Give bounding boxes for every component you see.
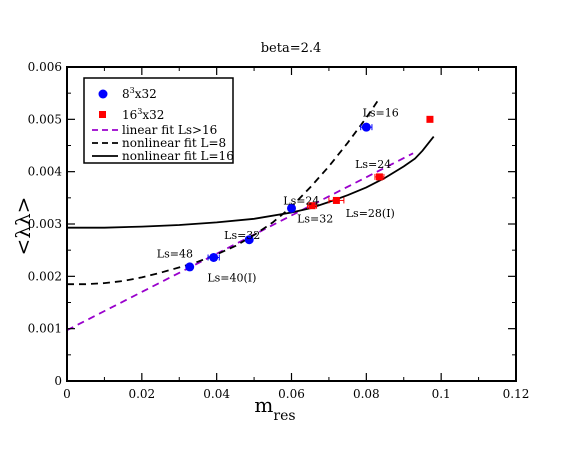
- point-annotation: Ls=32: [297, 212, 333, 225]
- y-tick-label: 0.001: [28, 322, 62, 336]
- data-point-16x32: [426, 115, 434, 123]
- x-tick-label: 0.06: [278, 387, 305, 401]
- data-point-8x32: [287, 203, 296, 213]
- axis-ticks: 0 0.02 0.04 0.06 0.08 0.1 0.12 0 0.001 0.002 0.003…: [28, 60, 530, 401]
- x-tick-label: 0: [63, 387, 71, 401]
- legend-label-8x32-rest: x32: [135, 87, 157, 101]
- point-annotation: Ls=32: [224, 229, 260, 242]
- legend-label-8x32-sup: 3: [130, 86, 135, 95]
- point-annotation: Ls=28(I): [346, 207, 395, 220]
- legend-label-8x32: 83x32: [122, 86, 157, 101]
- y-tick-label: 0.002: [28, 269, 62, 283]
- legend-label-16x32-base: 16: [122, 108, 137, 122]
- legend-marker-8x32: [98, 89, 108, 99]
- fit-line-linear: [66, 152, 414, 332]
- point-annotation: Ls=40(I): [207, 272, 256, 285]
- data-point-16x32: [375, 173, 383, 181]
- x-tick-label: 0.1: [432, 387, 451, 401]
- data-point-8x32: [209, 252, 219, 262]
- legend: 83x32 163x32 linear fit Ls>16 nonlinear …: [83, 77, 234, 164]
- data-point-16x32: [308, 202, 316, 210]
- data-point-8x32: [361, 122, 371, 132]
- data-point-8x32: [185, 262, 195, 272]
- legend-label-nonlinear-l16: nonlinear fit L=16: [122, 149, 234, 163]
- chart-title: beta=2.4: [261, 41, 322, 56]
- point-annotation: Ls=24: [355, 158, 391, 171]
- point-annotation: Ls=48: [157, 247, 193, 260]
- legend-label-linear-fit: linear fit Ls>16: [122, 123, 217, 137]
- data-point-16x32: [332, 196, 340, 204]
- x-axis-label: mres: [254, 393, 295, 424]
- legend-label-16x32: 163x32: [122, 107, 164, 122]
- legend-label-16x32-rest: x32: [142, 108, 164, 122]
- legend-label-nonlinear-l8: nonlinear fit L=8: [122, 136, 226, 150]
- y-tick-label: 0.003: [28, 217, 62, 231]
- x-tick-label: 0.04: [203, 387, 230, 401]
- y-tick-label: 0: [54, 374, 62, 388]
- point-annotation: Ls=24: [283, 195, 319, 208]
- x-tick-label: 0.12: [503, 387, 530, 401]
- legend-box: [83, 77, 234, 164]
- point-annotation: Ls=16: [363, 107, 399, 120]
- point-annotations: Ls=16 Ls=24 Ls=32 Ls=48 Ls=40(I) Ls=32 Ls=28(I…: [157, 107, 399, 285]
- x-tick-label: 0.02: [128, 387, 155, 401]
- y-tick-label: 0.006: [28, 60, 62, 74]
- y-tick-label: 0.005: [28, 112, 62, 126]
- y-tick-label: 0.004: [28, 165, 63, 179]
- legend-label-8x32-base: 8: [122, 87, 130, 101]
- x-axis-label-main: m: [254, 393, 273, 417]
- data-point-8x32: [244, 235, 254, 245]
- data-points: [185, 115, 434, 272]
- fit-line-nonlinear-l8: [67, 100, 379, 286]
- legend-marker-16x32: [99, 111, 106, 118]
- legend-label-16x32-sup: 3: [137, 107, 142, 116]
- x-tick-label: 0.08: [353, 387, 380, 401]
- y-axis-label: <λλ>: [11, 197, 35, 256]
- x-axis-label-subscript: res: [273, 408, 295, 424]
